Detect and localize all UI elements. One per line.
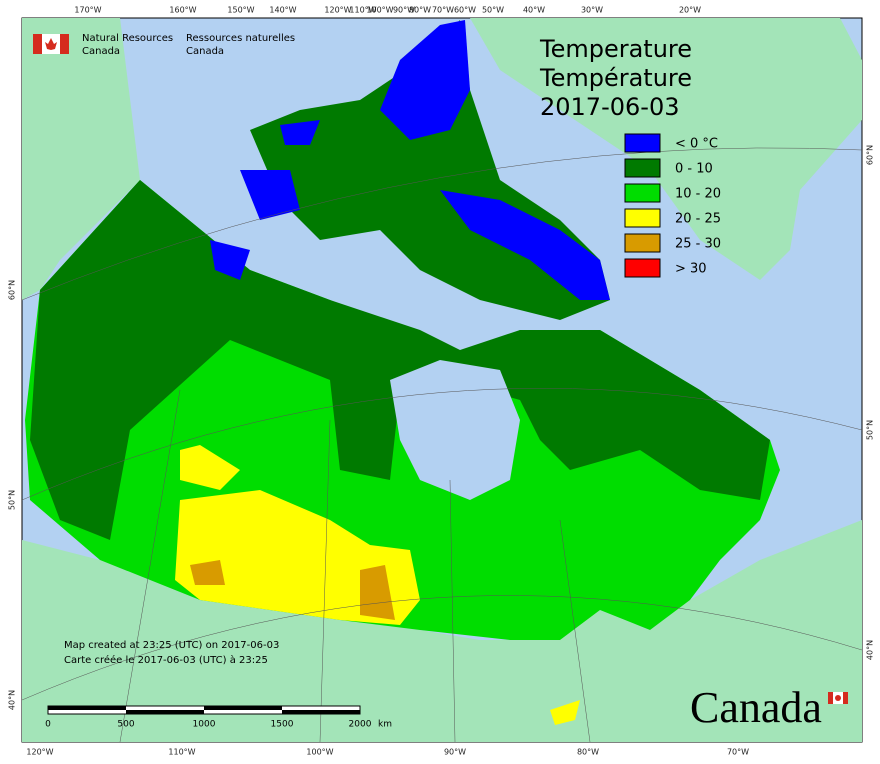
lon-label: 110°W [168, 748, 195, 757]
lon-label: 80°W [409, 6, 431, 15]
lon-label: 20°W [679, 6, 701, 15]
scale-segments [48, 706, 360, 714]
lon-label: 40°W [523, 6, 545, 15]
department-en: Natural Resources [82, 33, 173, 44]
lon-label: 90°W [444, 748, 466, 757]
lon-label: 70°W [727, 748, 749, 757]
warm-ontario [550, 700, 580, 725]
map-note: Map created at 23:25 (UTC) on 2017-06-03 [64, 640, 279, 651]
lon-label: 70°W [432, 6, 454, 15]
scale-label: 1500 [271, 720, 294, 730]
warm-25-30 [190, 560, 395, 620]
lon-label: 150°W [227, 6, 254, 15]
legend-label: 25 - 30 [675, 237, 721, 252]
department-fr: Ressources naturelles [186, 33, 295, 44]
legend-swatch [624, 133, 661, 153]
lat-label: 50°N [8, 490, 17, 510]
lon-label: 140°W [269, 6, 296, 15]
legend-label: > 30 [675, 262, 707, 277]
cold-1 [380, 20, 470, 140]
flag [33, 34, 69, 54]
wordmark-leaf [835, 695, 841, 701]
lon-label: 80°W [577, 748, 599, 757]
scale-label: 2000 [349, 720, 372, 730]
legend-swatch [624, 158, 661, 178]
warm-20-25 [175, 445, 420, 625]
alaska [22, 18, 140, 300]
title-line: 2017-06-03 [540, 93, 679, 121]
lat-label: 40°N [8, 690, 17, 710]
lon-label: 100°W [306, 748, 333, 757]
lon-label: 60°W [454, 6, 476, 15]
scale-unit: km [378, 720, 392, 730]
department-fr: Canada [186, 46, 224, 57]
lon-label: 50°W [482, 6, 504, 15]
cold-3 [210, 120, 320, 280]
lon-label: 160°W [169, 6, 196, 15]
wordmark-flag-left [828, 692, 833, 704]
greenland [470, 18, 862, 280]
lon-label: 170°W [74, 6, 101, 15]
map-note: Carte créée le 2017-06-03 (UTC) à 23:25 [64, 654, 268, 666]
legend-label: 20 - 25 [675, 212, 721, 227]
department-en: Canada [82, 46, 120, 57]
hudson-bay [390, 360, 520, 500]
legend-label: < 0 °C [675, 137, 718, 152]
legend-swatch [624, 233, 661, 253]
scale-label: 500 [117, 720, 134, 730]
lat-label: 50°N [866, 420, 875, 440]
usa [22, 520, 862, 742]
lon-label: 90°W [393, 6, 415, 15]
graticule [21, 147, 863, 743]
scale-label: 1000 [193, 720, 216, 730]
scale-label: 0 [45, 720, 51, 730]
cold-2 [440, 190, 610, 300]
legend-swatch [624, 208, 661, 228]
lat-label: 40°N [866, 640, 875, 660]
wordmark: Canada [690, 683, 822, 732]
wordmark-flag-right [843, 692, 848, 704]
title-line: Température [539, 64, 692, 92]
legend-label: 0 - 10 [675, 162, 713, 177]
lat-label: 60°N [8, 280, 17, 300]
lon-label: 120°W [26, 748, 53, 757]
lon-label: 120°W [324, 6, 351, 15]
title-line: Temperature [539, 35, 692, 63]
lon-label: 30°W [581, 6, 603, 15]
lon-label: 110°W [349, 6, 376, 15]
legend-swatch [624, 183, 661, 203]
lat-label: 60°N [866, 145, 875, 165]
legend-swatch [624, 258, 661, 278]
lon-label: 100°W [366, 6, 393, 15]
legend-label: 10 - 20 [675, 187, 721, 202]
